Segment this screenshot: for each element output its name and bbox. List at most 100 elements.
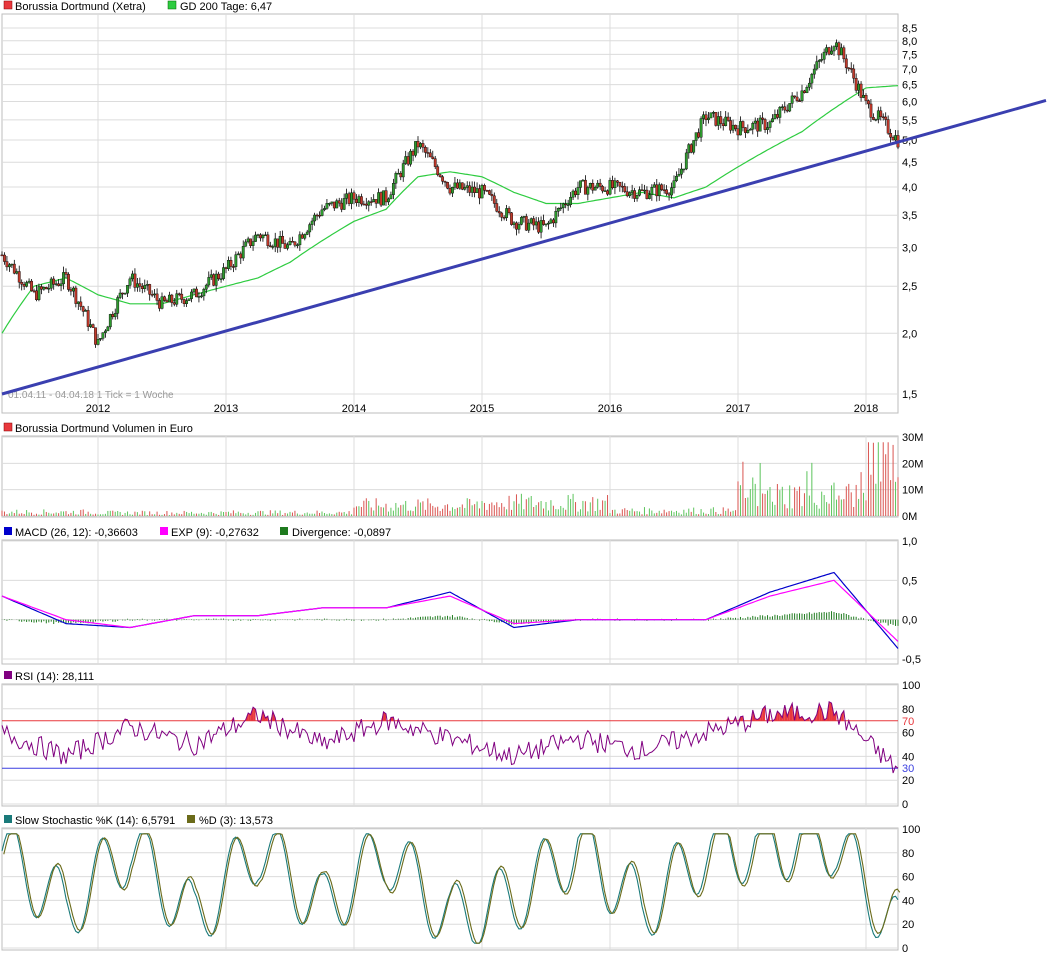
candle-body bbox=[608, 180, 612, 195]
candle-body bbox=[406, 156, 410, 165]
stoch-d-legend-label: %D (3): 13,573 bbox=[199, 815, 273, 827]
candle-body bbox=[574, 190, 577, 196]
candle-body bbox=[399, 172, 403, 178]
volume-legend-swatch bbox=[3, 422, 13, 432]
candle-body bbox=[507, 208, 511, 213]
candle-body bbox=[118, 292, 122, 298]
candle-body bbox=[404, 156, 408, 164]
candle-body bbox=[803, 90, 806, 93]
candle-body bbox=[512, 222, 516, 225]
candle-body bbox=[195, 288, 198, 298]
candlesticks bbox=[0, 39, 900, 348]
candle-body bbox=[463, 187, 467, 190]
macd-legend-swatch bbox=[4, 527, 12, 535]
candle-body bbox=[483, 185, 486, 191]
candle-body bbox=[273, 238, 277, 247]
rsi-overbought-fill bbox=[253, 707, 256, 721]
candle-body bbox=[175, 293, 179, 305]
candle-body bbox=[495, 203, 499, 212]
candle-body bbox=[534, 221, 538, 226]
rsi-overbought-fill bbox=[834, 711, 837, 721]
candle-body bbox=[3, 254, 6, 262]
candle-body bbox=[47, 287, 51, 290]
volume-tick-label: 0M bbox=[902, 511, 917, 523]
candle-body bbox=[419, 143, 422, 148]
candle-body bbox=[227, 260, 230, 269]
candle-body bbox=[596, 182, 600, 188]
sma-legend-swatch bbox=[167, 0, 177, 10]
candle-body bbox=[687, 144, 691, 154]
candle-body bbox=[62, 272, 65, 285]
stoch-tick-label: 40 bbox=[902, 895, 914, 907]
volume-y-axis: 30M 20M 10M 0M bbox=[902, 432, 923, 523]
x-tick-label: 2016 bbox=[598, 403, 622, 415]
candle-body bbox=[778, 107, 782, 118]
rsi-tick-label: 20 bbox=[902, 775, 914, 787]
candle-body bbox=[721, 123, 725, 126]
candle-body bbox=[288, 241, 292, 245]
candle-body bbox=[650, 187, 654, 195]
candle-body bbox=[465, 185, 469, 188]
candle-body bbox=[52, 278, 56, 285]
candle-body bbox=[620, 185, 624, 188]
candle-body bbox=[827, 47, 831, 55]
candle-body bbox=[364, 203, 368, 206]
x-tick-label: 2015 bbox=[470, 403, 494, 415]
candle-body bbox=[101, 332, 105, 339]
rsi-overbought-fill bbox=[383, 711, 386, 721]
candle-body bbox=[859, 83, 863, 98]
x-tick-label: 2018 bbox=[854, 403, 878, 415]
rsi-overbought-fill bbox=[740, 716, 743, 721]
candle-body bbox=[303, 234, 307, 239]
candle-body bbox=[374, 199, 378, 204]
candle-body bbox=[480, 185, 484, 199]
candle-body bbox=[505, 208, 509, 218]
candle-body bbox=[234, 254, 238, 267]
candle-body bbox=[76, 301, 80, 304]
volume-tick-label: 20M bbox=[902, 458, 923, 470]
rsi-overbought-fill bbox=[819, 703, 822, 721]
candle-body bbox=[382, 190, 385, 206]
x-tick-label: 2013 bbox=[214, 403, 238, 415]
candle-body bbox=[27, 280, 31, 283]
stoch-lines bbox=[1, 833, 901, 944]
candle-body bbox=[219, 278, 223, 280]
candle-body bbox=[709, 112, 713, 119]
volume-legend: Borussia Dortmund Volumen in Euro bbox=[3, 422, 193, 435]
stoch-y-axis: 100 80 60 40 20 0 bbox=[902, 824, 920, 955]
candle-body bbox=[618, 182, 622, 187]
candle-body bbox=[611, 180, 614, 189]
candle-body bbox=[342, 198, 346, 210]
candle-body bbox=[199, 295, 203, 298]
candle-body bbox=[99, 338, 102, 340]
candle-body bbox=[675, 175, 678, 181]
macd-tick-label: 0,0 bbox=[902, 615, 917, 627]
candle-body bbox=[421, 143, 425, 148]
x-tick-label: 2012 bbox=[86, 403, 110, 415]
macd-lines bbox=[1, 571, 899, 649]
candle-body bbox=[807, 82, 811, 88]
candle-body bbox=[315, 214, 319, 217]
candle-body bbox=[67, 274, 70, 290]
candle-body bbox=[414, 141, 417, 156]
candle-body bbox=[780, 106, 784, 108]
stoch-d-line bbox=[3, 833, 901, 944]
candle-body bbox=[384, 190, 388, 203]
candle-body bbox=[485, 190, 489, 192]
candle-body bbox=[761, 117, 765, 120]
candle-body bbox=[729, 120, 733, 131]
candle-body bbox=[204, 284, 208, 290]
candle-body bbox=[630, 190, 634, 193]
candle-body bbox=[187, 298, 191, 301]
candle-body bbox=[615, 180, 619, 183]
candle-body bbox=[832, 46, 836, 52]
volume-bars bbox=[1, 442, 899, 516]
candle-body bbox=[551, 219, 555, 224]
macd-divergence-bars bbox=[1, 611, 899, 626]
candle-body bbox=[150, 294, 154, 296]
candle-body bbox=[91, 324, 95, 328]
candle-body bbox=[59, 283, 63, 286]
candle-body bbox=[286, 244, 289, 249]
candle-body bbox=[379, 192, 383, 206]
candle-body bbox=[874, 119, 878, 121]
